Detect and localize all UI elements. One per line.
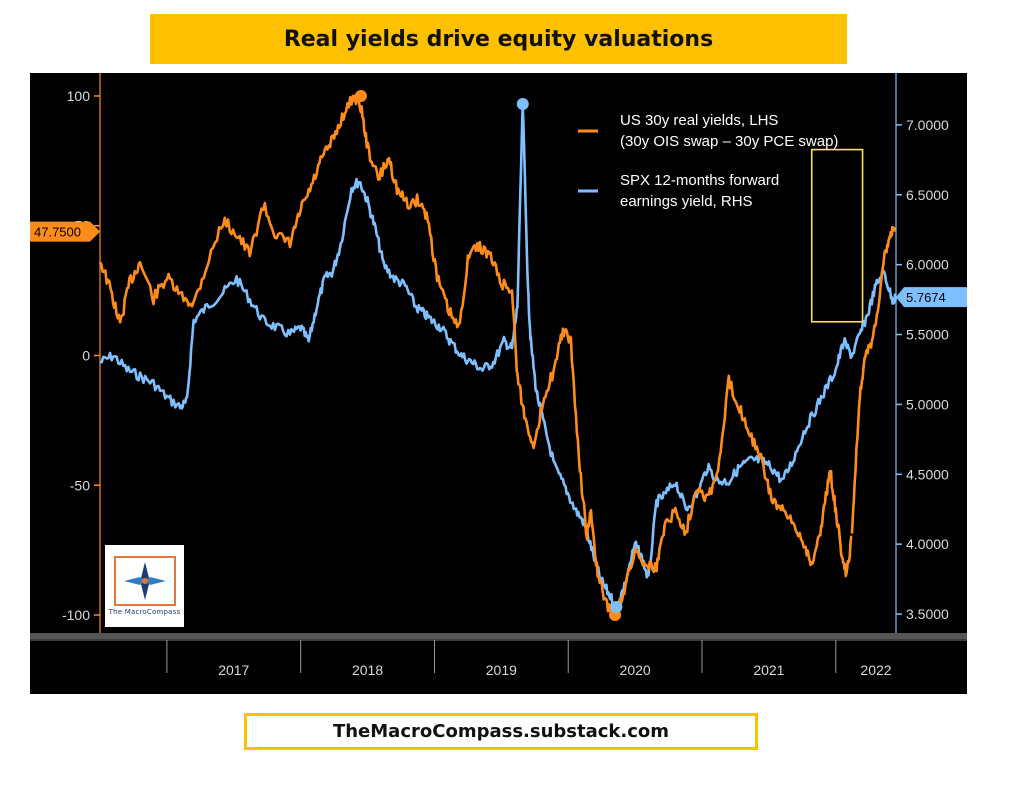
legend-label: (30y OIS swap – 30y PCE swap) — [620, 133, 838, 150]
x-tick-label: 2022 — [860, 662, 891, 678]
logo-text: The MacroCompass — [108, 608, 181, 616]
right-last-value-label: 5.7674 — [906, 290, 946, 305]
x-tick-label: 2017 — [218, 662, 249, 678]
series-marker-blue — [516, 97, 529, 110]
series-line-us-real-yields — [98, 94, 853, 618]
left-last-value-label: 47.7500 — [34, 225, 81, 240]
right-tick-label: 4.5000 — [906, 466, 949, 482]
x-tick-label: 2021 — [753, 662, 784, 678]
chart-area: 100500-50-1007.00006.50006.00005.50005.0… — [30, 73, 967, 694]
series-marker-blue — [610, 601, 623, 614]
left-tick-label: -100 — [62, 607, 90, 623]
footer-url: TheMacroCompass.substack.com — [244, 713, 758, 750]
x-tick-label: 2018 — [352, 662, 383, 678]
right-last-value-flag — [896, 287, 967, 308]
right-tick-label: 6.5000 — [906, 187, 949, 203]
x-tick-label: 2020 — [620, 662, 651, 678]
legend-label: earnings yield, RHS — [620, 193, 753, 210]
right-tick-label: 5.0000 — [906, 396, 949, 412]
right-tick-label: 7.0000 — [906, 117, 949, 133]
series-marker-orange — [354, 89, 367, 102]
right-tick-label: 6.0000 — [906, 257, 949, 273]
time-scrollbar — [30, 633, 967, 639]
macrocompass-logo: The MacroCompass — [105, 545, 184, 627]
legend-label: SPX 12-months forward — [620, 172, 779, 189]
left-tick-label: -50 — [70, 477, 90, 493]
highlight-box — [810, 148, 864, 323]
right-tick-label: 3.5000 — [906, 606, 949, 622]
left-last-value-flag — [30, 221, 100, 242]
left-tick-label: 0 — [82, 348, 90, 364]
series-line-us-real-yields-2022 — [850, 225, 896, 534]
x-tick-label: 2019 — [486, 662, 517, 678]
left-tick-label: 100 — [67, 88, 91, 104]
right-tick-label: 5.5000 — [906, 327, 949, 343]
right-tick-label: 4.0000 — [906, 536, 949, 552]
series-line-spx-earnings-yield — [99, 103, 898, 610]
compass-icon — [113, 556, 176, 606]
legend-label: US 30y real yields, LHS — [620, 112, 778, 129]
chart-svg: 100500-50-1007.00006.50006.00005.50005.0… — [30, 73, 967, 678]
chart-title: Real yields drive equity valuations — [150, 14, 847, 64]
